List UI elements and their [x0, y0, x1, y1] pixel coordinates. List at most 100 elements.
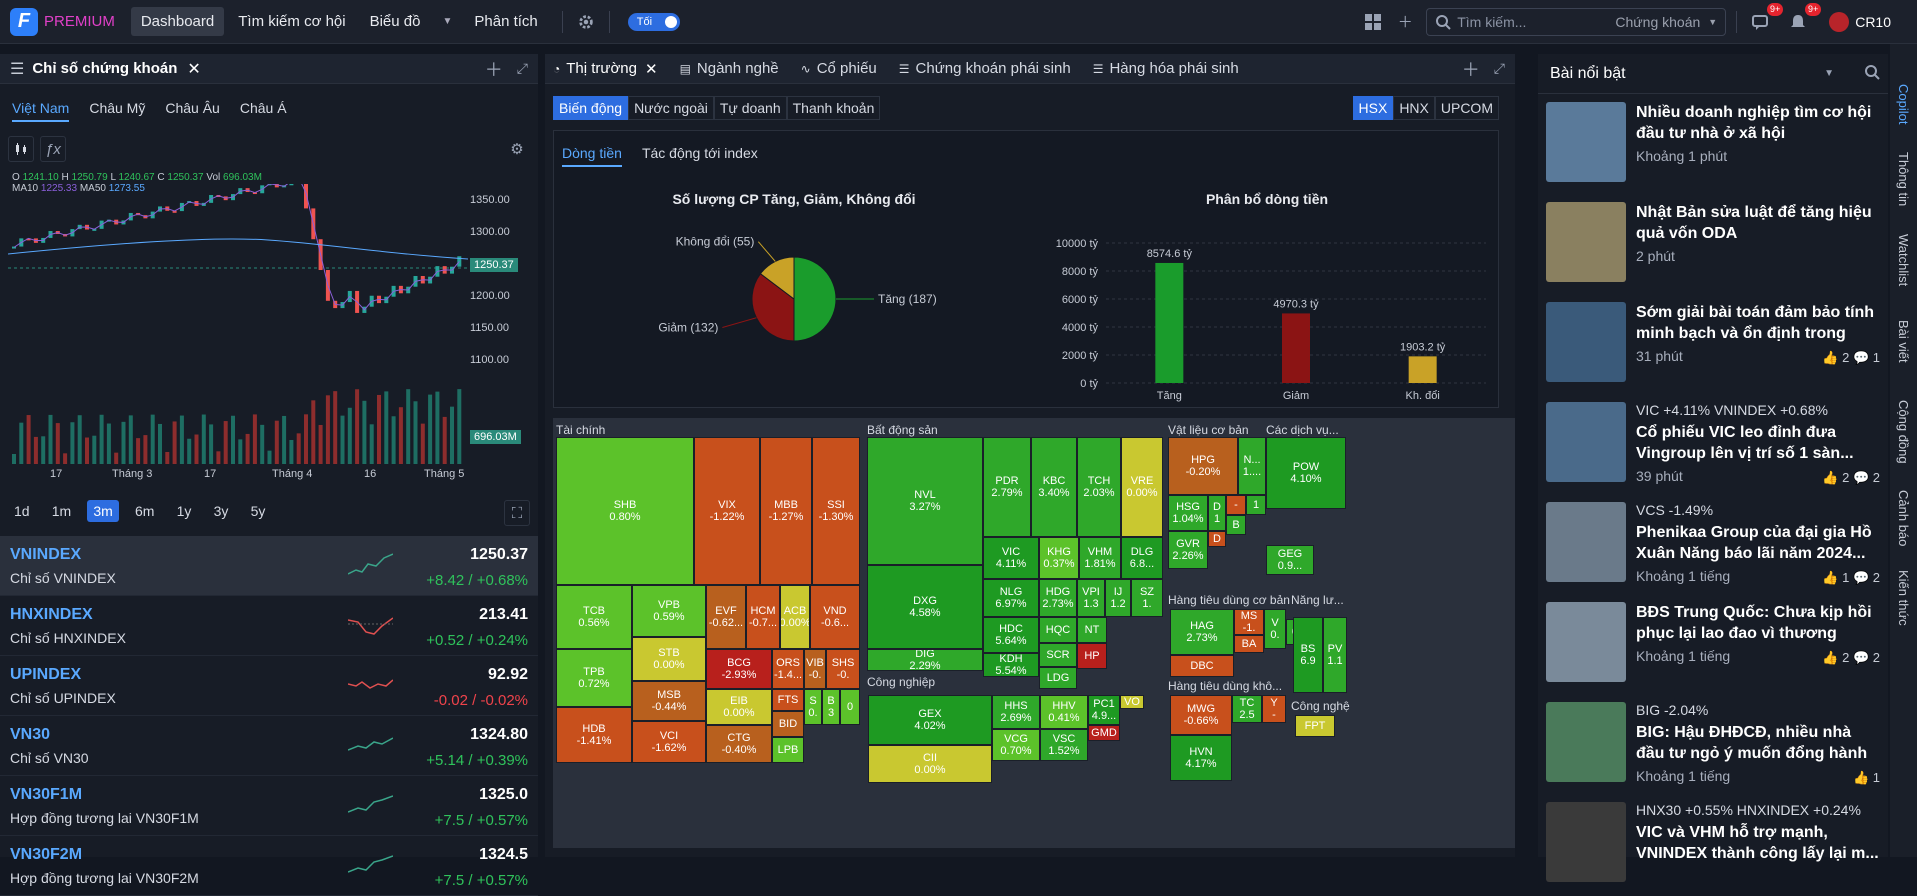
- search-input[interactable]: Tìm kiếm...: [1457, 13, 1527, 30]
- range-3m[interactable]: 3m: [87, 500, 119, 522]
- tab-commodities[interactable]: ☰ Hàng hóa phái sinh: [1092, 60, 1239, 77]
- treemap-cell[interactable]: GEG 0.9...: [1266, 545, 1314, 575]
- news-headline[interactable]: BIG: Hậu ĐHĐCĐ, nhiều nhà đầu tư ngỏ ý m…: [1636, 724, 1868, 762]
- treemap-cell[interactable]: HP: [1077, 643, 1107, 669]
- news-headline[interactable]: Sớm giải bài toán đảm bảo tính minh bạch…: [1636, 304, 1875, 342]
- search-box[interactable]: Tìm kiếm... Chứng khoán ▼: [1426, 7, 1727, 36]
- expand-icon[interactable]: ⤢: [1493, 60, 1505, 76]
- tab-derivatives[interactable]: ☰ Chứng khoán phái sinh: [898, 60, 1071, 77]
- news-item[interactable]: Sớm giải bài toán đảm bảo tính minh bạch…: [1546, 302, 1886, 392]
- exchange-hnx[interactable]: HNX: [1393, 96, 1435, 120]
- range-1d[interactable]: 1d: [14, 503, 30, 519]
- treemap-cell[interactable]: V 0.: [1264, 609, 1286, 649]
- index-row-vn30f1m[interactable]: VN30F1M Hợp đồng tương lai VN30F1M 1325.0…: [0, 776, 538, 836]
- menu-icon[interactable]: ☰: [10, 60, 25, 78]
- treemap-cell[interactable]: DLG 6.8...: [1121, 537, 1163, 579]
- treemap-cell[interactable]: PV 1.1: [1323, 617, 1347, 693]
- fullscreen-icon[interactable]: ⛶: [504, 500, 530, 526]
- index-row-vn30[interactable]: VN30 Chỉ số VN30 1324.80 +5.14 / +0.39%: [0, 716, 538, 776]
- nav-analysis[interactable]: Phân tích: [474, 13, 538, 30]
- treemap-cell[interactable]: VHM 1.81%: [1079, 537, 1121, 579]
- chart-settings-gear-icon[interactable]: ⚙: [510, 141, 524, 158]
- treemap-cell[interactable]: VIX -1.22%: [694, 437, 760, 585]
- treemap-cell[interactable]: HAG 2.73%: [1170, 609, 1234, 655]
- treemap-cell[interactable]: VIC 4.11%: [983, 537, 1039, 579]
- news-item[interactable]: HNX30 +0.55% HNXINDEX +0.24% VIC và VHM h…: [1546, 802, 1886, 892]
- avatar[interactable]: [1829, 11, 1850, 32]
- add-icon[interactable]: ＋: [1397, 14, 1413, 31]
- treemap-cell[interactable]: NLG 6.97%: [983, 579, 1039, 617]
- vtab-alerts[interactable]: Cảnh báo: [1896, 490, 1911, 547]
- vtab-copilot[interactable]: Copilot: [1896, 84, 1911, 125]
- range-3y[interactable]: 3y: [213, 503, 229, 519]
- treemap-cell[interactable]: POW 4.10%: [1266, 437, 1346, 509]
- treemap-cell[interactable]: KDH 5.54%: [983, 653, 1039, 677]
- tab-market[interactable]: ◔ Thị trường ✕: [553, 60, 658, 78]
- tab-stocks[interactable]: ∿ Cổ phiếu: [800, 60, 877, 77]
- exchange-upcom[interactable]: UPCOM: [1434, 96, 1499, 120]
- treemap-cell[interactable]: IJ 1.2: [1105, 579, 1131, 617]
- treemap-cell[interactable]: GVR 2.26%: [1168, 531, 1208, 569]
- candle-icon[interactable]: [8, 136, 34, 162]
- treemap-cell[interactable]: ORS -1.4...: [772, 649, 804, 689]
- vtab-watchlist[interactable]: Watchlist: [1896, 234, 1911, 287]
- region-asia[interactable]: Châu Á: [239, 100, 287, 116]
- treemap-cell[interactable]: MWG -0.66%: [1170, 695, 1232, 735]
- treemap-cell[interactable]: D: [1208, 531, 1226, 547]
- treemap-cell[interactable]: HDG 2.73%: [1039, 579, 1077, 617]
- news-ticker-tag[interactable]: VIC +4.11% VNINDEX +0.68%: [1636, 402, 1828, 418]
- expand-icon[interactable]: ⤢: [516, 60, 528, 76]
- treemap-cell[interactable]: Y-: [1262, 695, 1286, 723]
- treemap-cell[interactable]: VSC 1.52%: [1040, 729, 1088, 761]
- vtab-community[interactable]: Cộng đồng: [1896, 400, 1911, 464]
- treemap-cell[interactable]: STB 0.00%: [632, 637, 706, 681]
- nav-dashboard[interactable]: Dashboard: [130, 7, 225, 36]
- mode-volatility[interactable]: Biến động: [553, 96, 629, 120]
- mode-proprietary[interactable]: Tự doanh: [713, 96, 787, 120]
- bar-chart[interactable]: 10000 tỷ 8000 tỷ 6000 tỷ 4000 tỷ 2000 tỷ 0 tỷ…: [1034, 217, 1500, 407]
- range-6m[interactable]: 6m: [135, 503, 155, 519]
- news-item[interactable]: VCS -1.49% Phenikaa Group của đại gia Hồ …: [1546, 502, 1886, 592]
- chevron-down-icon[interactable]: ▼: [1824, 68, 1834, 79]
- news-headline[interactable]: BĐS Trung Quốc: Chưa kịp hồi phục lại la…: [1636, 604, 1872, 642]
- treemap-cell[interactable]: PDR 2.79%: [983, 437, 1031, 537]
- treemap[interactable]: Tài chính Bất động sản Vật liệu cơ bản Các …: [553, 418, 1515, 848]
- treemap-cell[interactable]: HCM -0.7...: [746, 585, 780, 649]
- vtab-info[interactable]: Thông tin: [1896, 152, 1911, 207]
- treemap-cell[interactable]: HSG 1.04%: [1168, 495, 1208, 531]
- treemap-cell[interactable]: VPB 0.59%: [632, 585, 706, 637]
- treemap-cell[interactable]: NT: [1077, 617, 1107, 643]
- treemap-cell[interactable]: TC 2.5: [1232, 695, 1262, 723]
- treemap-cell[interactable]: HDC 5.64%: [983, 617, 1039, 653]
- treemap-cell[interactable]: MBB -1.27%: [760, 437, 812, 585]
- nav-opportunity[interactable]: Tìm kiếm cơ hội: [238, 13, 346, 30]
- treemap-cell[interactable]: VPI 1.3: [1077, 579, 1105, 617]
- treemap-cell[interactable]: SZ 1.: [1131, 579, 1163, 617]
- treemap-cell[interactable]: 0: [840, 689, 860, 725]
- treemap-cell[interactable]: HPG -0.20%: [1168, 437, 1238, 495]
- index-row-upindex[interactable]: UPINDEX Chỉ số UPINDEX 92.92 -0.02 / -0.02…: [0, 656, 538, 716]
- news-reactions[interactable]: 👍 2 💬 1: [1822, 350, 1880, 365]
- indicator-fx-icon[interactable]: ƒx: [40, 136, 66, 162]
- treemap-cell[interactable]: TCB 0.56%: [556, 585, 632, 649]
- news-item[interactable]: BĐS Trung Quốc: Chưa kịp hồi phục lại la…: [1546, 602, 1886, 692]
- candlestick-chart[interactable]: [8, 184, 468, 464]
- treemap-cell[interactable]: 1: [1246, 495, 1266, 515]
- news-item[interactable]: Nhật Bản sửa luật để tăng hiệu quả vốn O…: [1546, 202, 1886, 292]
- mode-foreign[interactable]: Nước ngoài: [628, 96, 714, 120]
- treemap-cell[interactable]: BID: [772, 711, 804, 737]
- news-headline[interactable]: Nhiều doanh nghiệp tìm cơ hội đầu tư nhà…: [1636, 104, 1872, 142]
- treemap-cell[interactable]: TPB 0.72%: [556, 649, 632, 707]
- treemap-cell[interactable]: SHB 0.80%: [556, 437, 694, 585]
- treemap-cell[interactable]: HHV 0.41%: [1040, 695, 1088, 729]
- region-vietnam[interactable]: Việt Nam: [12, 100, 70, 122]
- treemap-cell[interactable]: N... 1....: [1238, 437, 1266, 495]
- mode-liquidity[interactable]: Thanh khoản: [786, 96, 881, 120]
- vtab-knowledge[interactable]: Kiến thức: [1896, 570, 1911, 626]
- tab-sectors[interactable]: ▤ Ngành nghề: [679, 60, 779, 77]
- treemap-cell[interactable]: S 0.: [804, 689, 822, 725]
- treemap-cell[interactable]: -: [1226, 495, 1246, 515]
- treemap-cell[interactable]: ACB 0.00%: [780, 585, 810, 649]
